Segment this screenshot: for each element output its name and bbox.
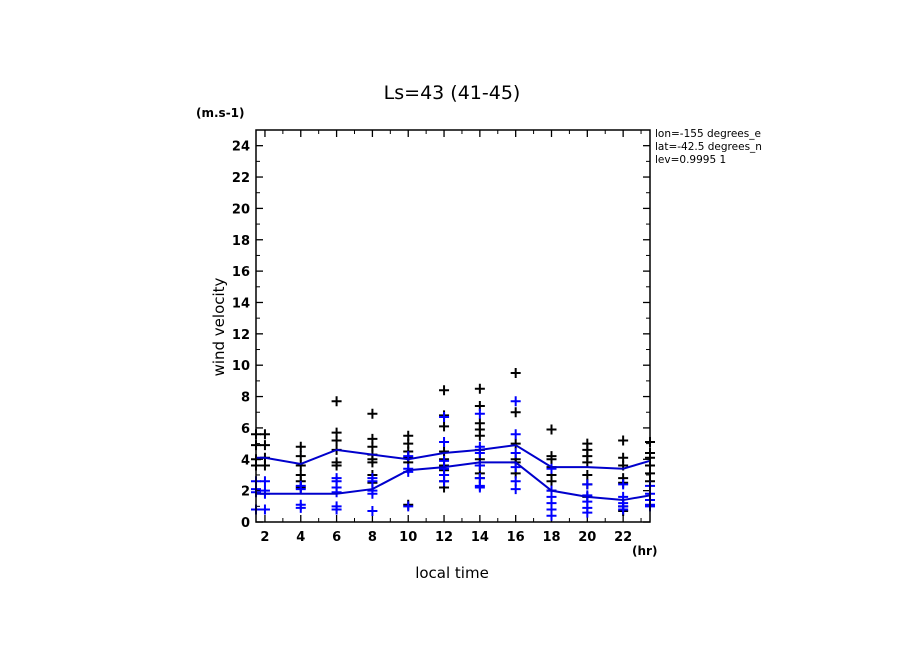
annotation-line: lon=-155 degrees_e — [655, 128, 761, 140]
data-point-series-1 — [367, 408, 378, 419]
data-point-series-1 — [259, 460, 270, 471]
data-point-series-2 — [259, 504, 270, 515]
plot-area — [251, 368, 655, 521]
data-point-series-2 — [439, 411, 450, 422]
x-axis: 2 4 6 8 10 12 14 16 18 20 22 — [260, 130, 642, 545]
data-point-series-1 — [259, 440, 270, 451]
y-tick-label: 20 — [232, 202, 250, 217]
data-point-series-2 — [439, 476, 450, 487]
data-point-series-1 — [510, 438, 521, 449]
data-point-series-1 — [510, 407, 521, 418]
x-tick-label: 12 — [435, 530, 453, 545]
y-tick-label: 14 — [232, 296, 250, 311]
data-point-series-2 — [618, 504, 629, 515]
data-point-series-1 — [439, 421, 450, 432]
data-point-series-1 — [582, 457, 593, 468]
y-tick-label: 2 — [241, 485, 250, 500]
data-point-series-2 — [295, 502, 306, 513]
y-tick-label: 16 — [232, 265, 250, 280]
x-tick-label: 14 — [471, 530, 489, 545]
data-point-series-1 — [439, 385, 450, 396]
data-point-series-2 — [295, 484, 306, 495]
y-tick-label: 8 — [241, 391, 250, 406]
data-point-series-2 — [367, 476, 378, 487]
y-axis-label: wind velocity — [210, 277, 228, 376]
data-point-series-1 — [331, 460, 342, 471]
data-point-series-2 — [510, 396, 521, 407]
data-point-series-1 — [295, 460, 306, 471]
mean-line-series-2 — [256, 461, 651, 502]
x-tick-label: 20 — [578, 530, 596, 545]
x-tick-label: 22 — [614, 530, 632, 545]
data-point-series-2 — [510, 484, 521, 495]
x-tick-label: 4 — [296, 530, 305, 545]
data-point-series-2 — [510, 448, 521, 459]
y-tick-label: 24 — [232, 140, 250, 155]
x-tick-label: 10 — [399, 530, 417, 545]
data-point-series-2 — [510, 462, 521, 473]
data-point-series-1 — [331, 435, 342, 446]
data-point-series-2 — [331, 487, 342, 498]
data-point-series-1 — [331, 396, 342, 407]
chart-title: Ls=43 (41-45) — [384, 82, 521, 104]
series-2 — [251, 396, 655, 521]
data-point-series-1 — [546, 476, 557, 487]
x-tick-label: 8 — [368, 530, 377, 545]
data-point-series-1 — [474, 430, 485, 441]
annotation-line: lev=0.9995 1 — [655, 154, 726, 166]
data-point-series-2 — [582, 479, 593, 490]
y-tick-label: 12 — [232, 328, 250, 343]
mean-line-series-1 — [256, 444, 651, 470]
data-point-series-2 — [259, 476, 270, 487]
data-point-series-1 — [618, 435, 629, 446]
y-tick-label: 22 — [232, 171, 250, 186]
data-point-series-1 — [546, 424, 557, 435]
x-axis-unit: (hr) — [632, 544, 657, 558]
y-tick-label: 18 — [232, 234, 250, 249]
data-point-series-2 — [403, 501, 414, 512]
data-point-series-1 — [295, 451, 306, 462]
data-point-series-2 — [474, 408, 485, 419]
data-point-series-2 — [546, 463, 557, 474]
data-point-series-2 — [331, 504, 342, 515]
data-point-series-1 — [295, 441, 306, 452]
data-point-series-1 — [367, 457, 378, 468]
annotation-line: lat=-42.5 degrees_n — [655, 141, 762, 153]
y-tick-label: 4 — [241, 453, 250, 468]
x-tick-label: 6 — [332, 530, 341, 545]
y-tick-label: 6 — [241, 422, 250, 437]
plot-frame — [255, 129, 651, 523]
data-point-series-1 — [259, 429, 270, 440]
x-axis-label: local time — [415, 564, 489, 582]
y-tick-label: 0 — [241, 516, 250, 531]
y-axis-unit: (m.s-1) — [196, 106, 245, 120]
data-point-series-1 — [582, 469, 593, 480]
data-point-series-2 — [367, 506, 378, 517]
data-point-series-2 — [546, 510, 557, 521]
x-tick-label: 16 — [507, 530, 525, 545]
data-point-series-1 — [474, 383, 485, 394]
x-tick-label: 2 — [260, 530, 269, 545]
data-point-series-2 — [618, 479, 629, 490]
data-point-series-2 — [367, 488, 378, 499]
data-point-series-1 — [510, 368, 521, 379]
data-point-series-2 — [474, 482, 485, 493]
x-tick-label: 18 — [542, 530, 560, 545]
data-point-series-2 — [510, 429, 521, 440]
y-tick-label: 10 — [232, 359, 250, 374]
data-point-series-2 — [582, 507, 593, 518]
data-point-series-2 — [439, 437, 450, 448]
